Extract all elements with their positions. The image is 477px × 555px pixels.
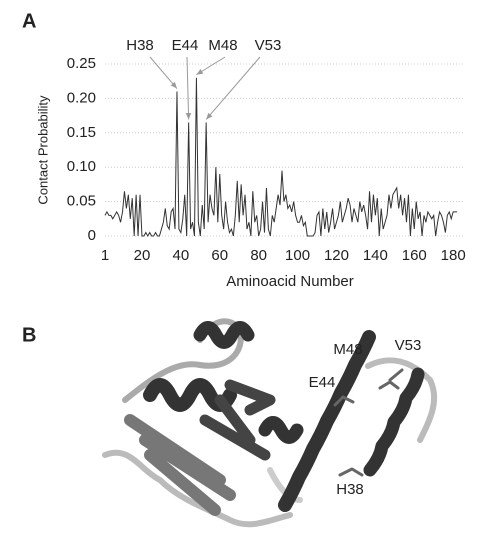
y-tick-label: 0.05 xyxy=(67,193,96,210)
residue-label: E44 xyxy=(309,374,336,391)
x-tick-label: 160 xyxy=(402,247,427,264)
residue-label: H38 xyxy=(336,481,364,498)
y-tick-label: 0.25 xyxy=(67,55,96,72)
x-tick-label: 40 xyxy=(173,247,190,264)
protein-structure xyxy=(102,318,438,528)
x-axis-label: Aminoacid Number xyxy=(226,273,354,290)
annotation-arrow xyxy=(149,56,178,89)
x-tick-label: 120 xyxy=(324,247,349,264)
annotation-label: M48 xyxy=(208,37,237,54)
y-tick-label: 0.20 xyxy=(67,89,96,106)
x-tick-label: 100 xyxy=(285,247,310,264)
arrow-head xyxy=(196,69,204,75)
annotation-arrow xyxy=(205,56,261,120)
x-tick-label: 60 xyxy=(211,247,228,264)
x-tick-label: 140 xyxy=(363,247,388,264)
arrow-head xyxy=(206,112,213,120)
residue-label: M48 xyxy=(333,341,362,358)
arrow-head xyxy=(185,112,192,120)
x-tick-label: 1 xyxy=(101,247,109,264)
arrow-head xyxy=(170,81,177,89)
annotation-label: H38 xyxy=(126,37,154,54)
y-tick-label: 0.15 xyxy=(67,124,96,141)
y-axis-label: Contact Probability xyxy=(35,95,50,205)
panel-label: B xyxy=(22,324,36,346)
x-tick-label: 20 xyxy=(134,247,151,264)
y-tick-label: 0 xyxy=(88,227,96,244)
x-tick-label: 180 xyxy=(441,247,466,264)
data-line xyxy=(104,77,458,238)
annotation-arrow xyxy=(186,56,190,120)
panel-label: A xyxy=(22,10,36,32)
annotation-label: V53 xyxy=(255,37,282,54)
x-tick-label: 80 xyxy=(250,247,267,264)
y-tick-label: 0.10 xyxy=(67,158,96,175)
residue-label: V53 xyxy=(395,337,422,354)
annotation-label: E44 xyxy=(172,37,199,54)
